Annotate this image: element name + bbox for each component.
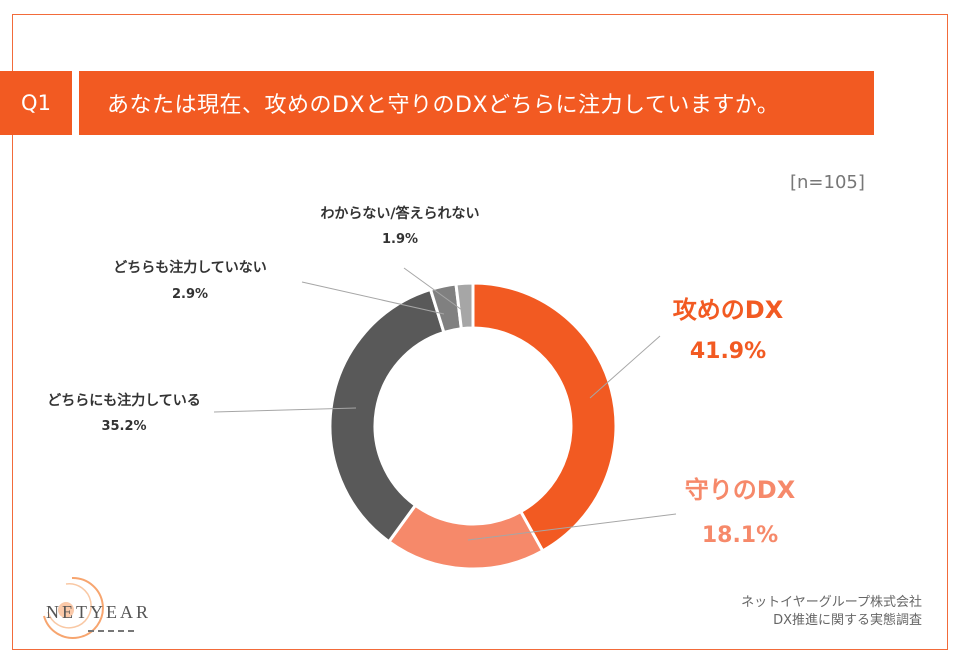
slice-label-2: 守りのDX [685, 476, 796, 504]
slice-percent-3: 35.2% [101, 419, 146, 434]
donut-slice-3 [328, 287, 446, 544]
donut-slice-1 [471, 281, 618, 553]
leader-line-5 [403, 267, 463, 311]
slice-label-3: どちらにも注力している [47, 392, 201, 409]
leader-line-4 [301, 281, 445, 315]
chart-frame [12, 14, 948, 650]
slice-percent-2: 18.1% [702, 523, 778, 548]
netyear-logo: NETYEAR [32, 572, 162, 642]
slice-label-4: どちらも注力していない [113, 259, 267, 276]
slice-label-1: 攻めのDX [673, 296, 784, 324]
donut-slice-2 [386, 503, 545, 571]
slice-label-5: わからない/答えられない [320, 205, 479, 222]
slice-percent-4: 2.9% [172, 287, 208, 302]
leader-line-2 [467, 513, 677, 541]
svg-text:NETYEAR: NETYEAR [46, 602, 151, 622]
slice-percent-1: 41.9% [690, 339, 766, 364]
leader-line-1 [589, 335, 661, 399]
footer-company: ネットイヤーグループ株式会社 [741, 595, 922, 610]
sample-size-label: [n=105] [790, 172, 865, 193]
footer-survey: DX推進に関する実態調査 [773, 613, 922, 628]
question-title: あなたは現在、攻めのDXと守りのDXどちらに注力していますか。 [79, 71, 874, 135]
footer-credit: ネットイヤーグループ株式会社 DX推進に関する実態調査 [741, 594, 922, 630]
donut-slice-5 [454, 281, 475, 331]
leader-line-3 [213, 407, 357, 413]
slice-percent-5: 1.9% [382, 232, 418, 247]
question-number-badge: Q1 [0, 71, 72, 135]
